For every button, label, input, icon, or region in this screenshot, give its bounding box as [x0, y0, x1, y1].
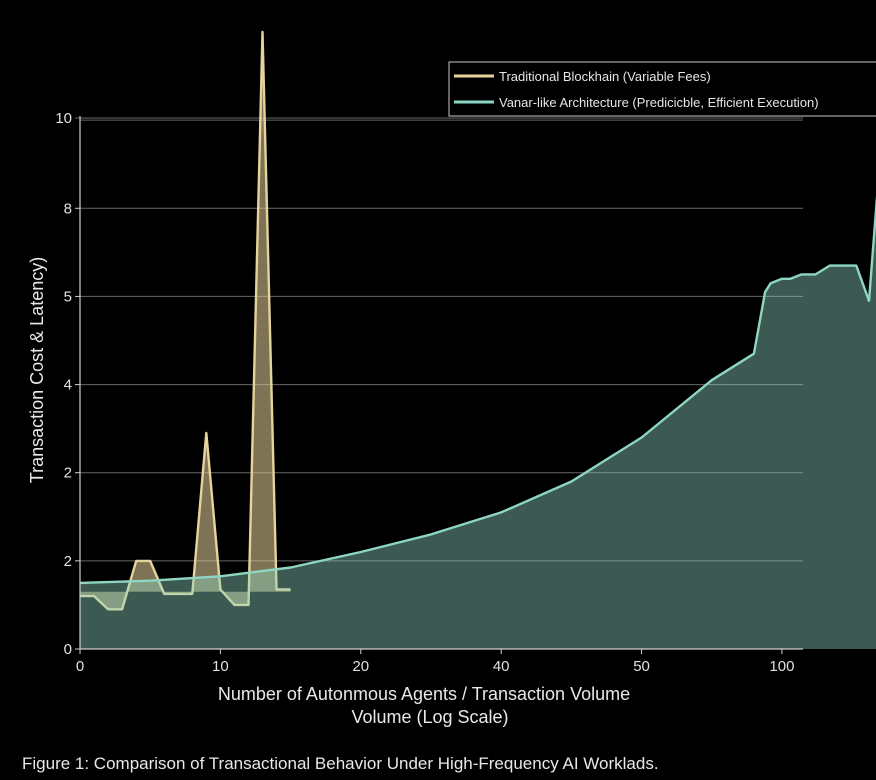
x-tick-label: 0	[76, 658, 84, 675]
y-tick-label: 2	[64, 553, 72, 570]
y-tick-label: 5	[64, 288, 72, 305]
legend-label-2: Vanar-like Architecture (Predicicble, Ef…	[499, 95, 819, 110]
x-tick-label: 40	[493, 658, 510, 675]
series-area-2	[80, 210, 876, 649]
legend-box	[448, 61, 876, 117]
x-tick-label: 20	[352, 658, 369, 675]
figure-caption: Figure 1: Comparison of Transactional Be…	[22, 754, 659, 773]
x-tick-label: 100	[769, 658, 794, 675]
series-line-1	[80, 30, 291, 611]
y-tick-label: 4	[64, 377, 72, 394]
legend-label-1: Traditional Blockhain (Variable Fees)	[499, 69, 711, 84]
series-area-1	[80, 32, 291, 610]
legend: Traditional Blockhain (Variable Fees) Van…	[448, 61, 876, 117]
x-axis-title: Number of Autonmous Agents / Transaction…	[218, 684, 630, 704]
y-axis-title: Transaction Cost & Latency)	[27, 257, 47, 483]
y-tick-label: 8	[64, 200, 72, 217]
x-tick-label: 50	[633, 658, 650, 675]
y-tick-label: 2	[64, 465, 72, 482]
y-tick-label: 0	[64, 641, 72, 658]
y-tick-label: 10	[55, 110, 72, 127]
x-axis-subtitle: Volume (Log Scale)	[351, 707, 508, 727]
x-tick-label: 10	[212, 658, 229, 675]
series-line-2	[79, 194, 876, 585]
